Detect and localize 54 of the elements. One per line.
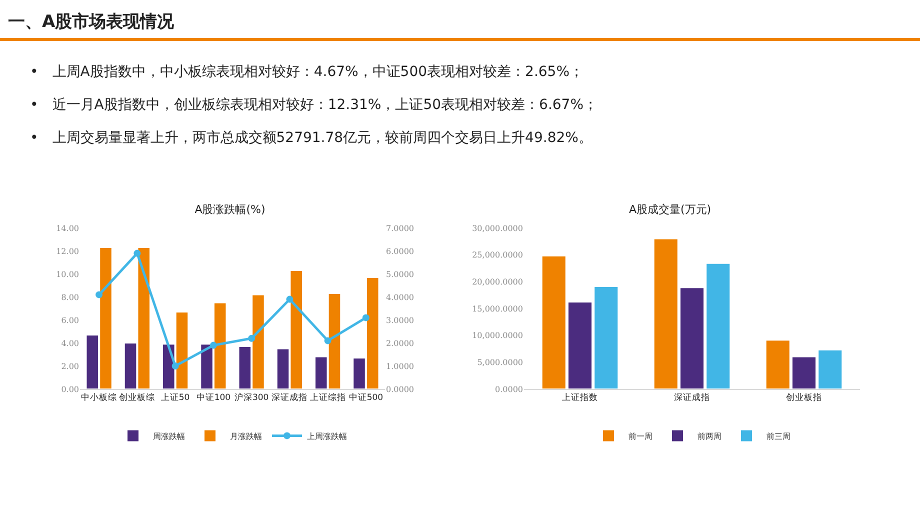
y-tick-label: 2.00: [61, 362, 79, 371]
x-tick-label: 创业板综: [119, 392, 156, 404]
x-tick-label: 沪深300: [234, 392, 269, 404]
y2-tick-label: 6.0000: [386, 246, 414, 256]
point: [210, 342, 217, 349]
point: [286, 296, 294, 303]
legend-label: 月涨跌幅: [230, 432, 262, 441]
point: [248, 334, 256, 342]
y-tick-label: 0.00: [61, 384, 79, 394]
point: [324, 337, 332, 344]
x-tick-label: 创业板指: [786, 392, 822, 404]
x-tick-label: 深证成指: [674, 392, 710, 404]
x-tick-label: 中小板综: [81, 392, 118, 404]
x-tick-label: 上证综指: [310, 392, 346, 404]
y-tick-label: 0.0000: [495, 384, 523, 394]
legend-label: 前一周: [628, 432, 652, 441]
y2-tick-label: 7.0000: [386, 224, 414, 233]
legend-label: 周涨跌幅: [153, 432, 185, 441]
y-tick-label: 20,000.0000: [472, 277, 523, 286]
point: [362, 314, 370, 322]
y-tick-label: 15,000.0000: [472, 304, 523, 314]
y2-tick-label: 2.0000: [386, 338, 414, 348]
x-tick-label: 中证100: [196, 392, 231, 404]
point: [172, 362, 179, 370]
point: [96, 291, 103, 298]
y-tick-label: 5,000.0000: [477, 358, 523, 367]
y-tick-label: 8.00: [61, 292, 79, 302]
chart-title: A股涨跌幅(%): [194, 202, 266, 216]
x-tick-label: 中证500: [348, 392, 384, 404]
text: • 上周交易量显著上升，两市总成交额52791.78亿元，较前周四个交易日上升49.82%。: [30, 129, 594, 148]
x-tick-label: 上证指数: [562, 392, 598, 404]
legend-label: 上周涨跌幅: [307, 432, 347, 441]
legend-label: 前三周: [766, 432, 790, 441]
y-tick-label: 25,000.0000: [472, 250, 523, 260]
point: [134, 250, 141, 257]
x-tick-label: 深证成指: [272, 392, 308, 404]
text: • 近一月A股指数中，创业板综表现相对较好：12.31%，上证50表现相对较差：6.67%；: [30, 96, 598, 115]
y-tick-label: 6.00: [61, 316, 79, 325]
legend-label: 前两周: [698, 432, 722, 441]
y-tick-label: 10,000.0000: [472, 331, 523, 340]
y2-tick-label: 5.0000: [386, 270, 414, 279]
y-tick-label: 30,000.0000: [472, 224, 523, 233]
text: • 上周A股指数中，中小板综表现相对较好：4.67%，中证500表现相对较差：2.65%；: [30, 63, 585, 82]
y2-tick-label: 4.0000: [386, 292, 414, 302]
y2-tick-label: 1.0000: [386, 362, 414, 371]
text: 一、A股市场表现情况: [8, 11, 174, 33]
y2-tick-label: 3.0000: [386, 316, 414, 325]
y-tick-label: 10.00: [56, 270, 79, 279]
y-tick-label: 12.00: [56, 246, 79, 256]
chart-title: A股成交量(万元): [628, 202, 712, 216]
y-tick-label: 14.00: [56, 224, 79, 233]
x-tick-label: 上证50: [160, 392, 190, 404]
y2-tick-label: 0.0000: [386, 384, 414, 394]
y-tick-label: 4.00: [61, 338, 79, 348]
